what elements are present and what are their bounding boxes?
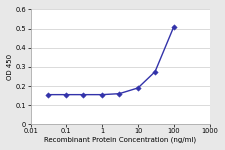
X-axis label: Recombinant Protein Concentration (ng/ml): Recombinant Protein Concentration (ng/ml… [44,136,196,143]
Y-axis label: OD 450: OD 450 [7,54,13,80]
